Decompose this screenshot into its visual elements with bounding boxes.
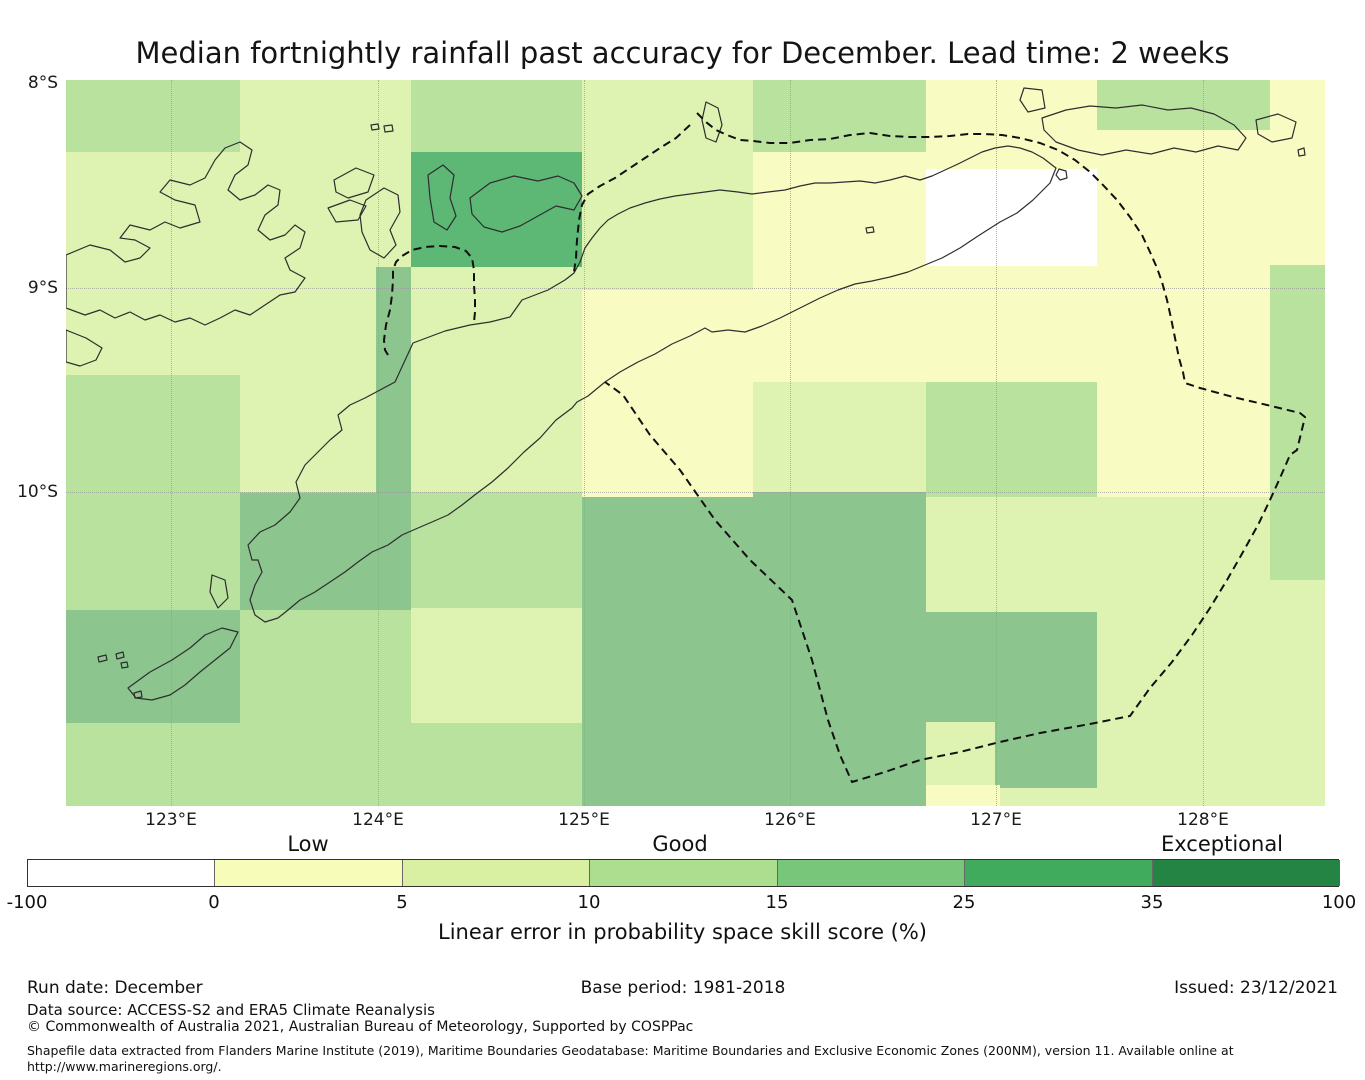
grid-cell <box>926 80 1097 169</box>
y-tick-label: 8°S <box>27 73 58 93</box>
grid-cell <box>66 610 240 723</box>
data-source-text: Data source: ACCESS-S2 and ERA5 Climate … <box>27 1001 435 1019</box>
grid-cell <box>582 492 926 806</box>
rote-islet-3-coastline <box>120 661 129 669</box>
colorbar-tick-label: 0 <box>208 892 220 913</box>
grid-cell <box>1270 265 1325 580</box>
figure-title: Median fortnightly rainfall past accurac… <box>135 36 1230 70</box>
flores-east-coastline <box>66 141 306 326</box>
semau-coastline <box>209 574 229 609</box>
y-tick-label: 10°S <box>17 482 58 502</box>
colorbar-segment <box>590 860 778 886</box>
coastline-and-boundary-overlay <box>66 87 1306 783</box>
base-period-text: Base period: 1981-2018 <box>580 978 786 998</box>
alor-coastline <box>469 175 583 233</box>
colorbar-segment <box>215 860 403 886</box>
gridline-meridian <box>996 80 997 806</box>
grid-cell <box>1097 80 1270 130</box>
grid-cell <box>1270 80 1325 265</box>
colorbar-tick-label: 25 <box>952 892 976 913</box>
rote-coastline <box>127 627 239 701</box>
skill-zone-label-good: Good <box>652 832 708 856</box>
skill-zone-label-low: Low <box>287 832 329 856</box>
eez-west-segment-dashed-boundary <box>573 124 691 273</box>
timor-island-coastline <box>247 145 1057 623</box>
colorbar-tick-label: 5 <box>396 892 408 913</box>
copyright-text: © Commonwealth of Australia 2021, Austra… <box>27 1019 694 1035</box>
adonara-coastline <box>333 167 375 199</box>
colorbar-segment <box>777 860 966 886</box>
eez-timor-leste-main-dashed-boundary <box>604 112 1306 783</box>
pantar-coastline <box>427 164 457 231</box>
x-tick-label: 128°E <box>1177 810 1229 830</box>
colorbar-tick-label: 10 <box>577 892 601 913</box>
x-tick-label: 125°E <box>558 810 610 830</box>
islet-1-coastline <box>370 123 380 131</box>
map-plot-area <box>66 80 1325 806</box>
x-tick-label: 123°E <box>145 810 197 830</box>
lembata-coastline <box>359 187 401 259</box>
colorbar-tick-label: 15 <box>765 892 789 913</box>
grid-cell <box>995 722 1097 788</box>
colorbar-caption: Linear error in probability space skill … <box>438 920 927 944</box>
kisar-coastline <box>1019 87 1046 113</box>
grid-cell <box>1097 130 1270 497</box>
islet-3-coastline <box>865 226 875 234</box>
issued-date-text: Issued: 23/12/2021 <box>1174 978 1338 998</box>
colorbar-segment <box>402 860 591 886</box>
shapefile-attribution-line2: http://www.marineregions.org/. <box>27 1059 222 1074</box>
shapefile-attribution-line1: Shapefile data extracted from Flanders M… <box>27 1043 1234 1058</box>
flores-south-spur-coastline <box>66 329 103 367</box>
eez-oecusse-enclave-dashed-boundary <box>383 245 476 356</box>
rote-islet-4-coastline <box>133 690 143 699</box>
x-tick-label: 127°E <box>970 810 1022 830</box>
rote-islet-2-coastline <box>115 651 125 660</box>
grid-cell <box>926 266 1097 382</box>
grid-cell <box>66 80 240 152</box>
skill-zone-label-exceptional: Exceptional <box>1160 832 1284 856</box>
gridline-meridian <box>790 80 791 806</box>
colorbar-tick-label: 35 <box>1140 892 1164 913</box>
gridline-meridian <box>378 80 379 806</box>
islet-ne-coastline <box>1297 147 1306 157</box>
grid-cell <box>926 785 1000 806</box>
colorbar-segment <box>28 860 216 886</box>
colorbar-tick-label: 100 <box>1321 892 1357 913</box>
grid-cell <box>240 493 411 610</box>
gridline-meridian <box>1203 80 1204 806</box>
gridline-meridian <box>584 80 585 806</box>
jaco-coastline <box>1055 168 1068 181</box>
grid-cell <box>66 375 240 492</box>
colorbar-segment <box>1152 860 1340 886</box>
colorbar-segment <box>965 860 1153 886</box>
romang-coastline <box>1255 113 1297 143</box>
grid-cell <box>411 152 582 267</box>
grid-cell <box>926 612 1097 722</box>
islet-2-coastline <box>383 124 394 133</box>
grid-cell <box>411 80 582 152</box>
x-tick-label: 126°E <box>764 810 816 830</box>
wetar-coastline <box>1041 104 1247 156</box>
grid-cell <box>376 267 411 497</box>
atauro-coastline <box>701 101 723 143</box>
run-date-text: Run date: December <box>27 978 203 998</box>
grid-cell <box>411 608 582 723</box>
grid-cell <box>926 382 1097 497</box>
x-tick-label: 124°E <box>352 810 404 830</box>
solor-coastline <box>327 199 367 223</box>
grid-cell <box>582 290 753 497</box>
gridline-parallel <box>66 288 1325 289</box>
grid-cell <box>753 80 926 152</box>
y-tick-label: 9°S <box>27 278 58 298</box>
colorbar-tick-label: -100 <box>6 892 48 913</box>
rote-islet-1-coastline <box>97 654 108 663</box>
colorbar <box>27 859 1340 887</box>
gridline-meridian <box>171 80 172 806</box>
grid-cell <box>926 169 1097 266</box>
